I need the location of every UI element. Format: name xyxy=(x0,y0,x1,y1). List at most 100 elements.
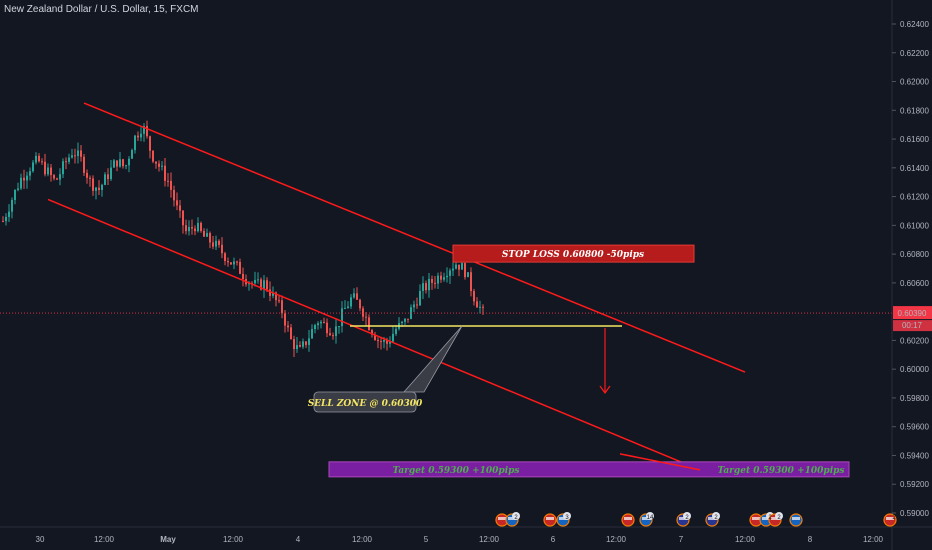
candle-body xyxy=(149,136,151,151)
flag-stripe xyxy=(624,517,632,520)
channel-upper-line[interactable] xyxy=(83,102,746,373)
candle-body xyxy=(413,304,415,308)
event-badge[interactable] xyxy=(556,512,571,527)
time-tick-label: 12:00 xyxy=(863,535,884,544)
candle-body xyxy=(455,264,457,269)
candle-body xyxy=(287,325,289,328)
candle-body xyxy=(440,275,442,280)
candle-body xyxy=(158,163,160,167)
candle-body xyxy=(422,283,424,291)
event-badge[interactable] xyxy=(759,512,774,527)
candle-body xyxy=(119,159,121,167)
candle-body xyxy=(401,321,403,324)
event-badge[interactable] xyxy=(543,513,557,527)
price-tick-label: 0.60600 xyxy=(900,279,929,288)
target-right-label: Target 0.59300 +100pips xyxy=(718,466,845,476)
event-count-label: 3 xyxy=(565,515,569,521)
candle-body xyxy=(38,155,40,162)
candle-body xyxy=(200,222,202,231)
candle-body xyxy=(227,261,229,263)
price-tick-label: 0.61800 xyxy=(900,106,929,115)
candle-body xyxy=(353,293,355,298)
flag-stripe xyxy=(559,517,567,520)
candle-body xyxy=(242,273,244,280)
price-tick-label: 0.59000 xyxy=(900,509,929,518)
candle-body xyxy=(263,280,265,290)
economic-events-row[interactable]: 2 3 14 2 2 2 2 2 xyxy=(495,512,897,527)
candle-body xyxy=(80,150,82,157)
price-tick-label: 0.61600 xyxy=(900,135,929,144)
event-count-bubble xyxy=(646,512,654,520)
channel-lower-line[interactable] xyxy=(47,198,701,471)
candle-body xyxy=(431,278,433,283)
candle-body xyxy=(164,165,166,181)
event-badge[interactable] xyxy=(768,512,783,527)
candle-body xyxy=(29,171,31,176)
event-badge[interactable] xyxy=(705,512,720,527)
candle-body xyxy=(230,262,232,265)
candle-body xyxy=(128,158,130,166)
price-tick-label: 0.61000 xyxy=(900,221,929,230)
candle-body xyxy=(56,178,58,180)
event-badge[interactable] xyxy=(639,512,654,527)
event-badge[interactable] xyxy=(621,513,635,527)
price-axis[interactable]: 0.62400 0.62200 0.62000 0.61800 0.61600 0.614… xyxy=(891,0,932,550)
time-tick-label: 30 xyxy=(36,535,45,544)
chart-title: New Zealand Dollar / U.S. Dollar, 15, FX… xyxy=(4,4,199,15)
event-badge[interactable] xyxy=(505,512,520,527)
countdown-badge xyxy=(893,320,932,332)
candle-body xyxy=(50,167,52,176)
sell-zone-callout[interactable] xyxy=(313,391,417,413)
candle-body xyxy=(176,200,178,206)
candle-body xyxy=(35,155,37,163)
candle-body xyxy=(209,233,211,243)
price-tick-label: 0.59600 xyxy=(900,423,929,432)
candle-body xyxy=(11,199,13,212)
candle-body xyxy=(371,330,373,335)
candle-body xyxy=(416,304,418,306)
candle-body xyxy=(254,280,256,284)
time-tick-label: 12:00 xyxy=(94,535,115,544)
event-badge[interactable] xyxy=(676,512,691,527)
candle-body xyxy=(134,135,136,151)
flag-stripe xyxy=(546,517,554,520)
candle-body xyxy=(338,326,340,328)
candle-body xyxy=(53,175,55,179)
event-badge[interactable] xyxy=(789,513,803,527)
candle-body xyxy=(320,321,322,324)
plot-area[interactable]: STOP LOSS 0.60800 -50pips SELL ZONE @ 0.6… xyxy=(0,102,892,478)
target-box[interactable] xyxy=(328,461,850,478)
candle-body xyxy=(377,340,379,342)
candle-body xyxy=(419,290,421,306)
event-badge[interactable] xyxy=(883,513,897,527)
candle-body xyxy=(197,222,199,232)
sell-zone-label: SELL ZONE @ 0.60300 xyxy=(308,399,423,409)
time-tick-label: 4 xyxy=(296,535,301,544)
price-tick-label: 0.61200 xyxy=(900,193,929,202)
time-tick-label: 12:00 xyxy=(735,535,756,544)
event-count-label: 14 xyxy=(647,515,654,521)
candle-body xyxy=(104,174,106,185)
price-tick-label: 0.60000 xyxy=(900,365,929,374)
candle-body xyxy=(17,188,19,190)
candle-body xyxy=(143,126,145,134)
event-count-bubble xyxy=(563,512,571,520)
time-axis[interactable]: 30 12:00 May 12:00 4 12:00 5 12:00 6 12:00 7 12:00 8… xyxy=(0,526,932,544)
stop-loss-box[interactable] xyxy=(452,244,695,263)
time-tick-label: 8 xyxy=(808,535,813,544)
price-tick-label: 0.59800 xyxy=(900,394,929,403)
channel-lower-line-overlay xyxy=(619,453,701,471)
candle-body xyxy=(311,329,313,339)
flag-stripe xyxy=(792,517,800,520)
candle-body xyxy=(206,233,208,237)
price-tick-label: 0.62200 xyxy=(900,49,929,58)
candle-body xyxy=(125,165,127,167)
price-tick-label: 0.59200 xyxy=(900,480,929,489)
candle-body xyxy=(74,155,76,157)
price-tick-label: 0.60800 xyxy=(900,250,929,259)
event-count-bubble xyxy=(512,512,520,520)
candle-body xyxy=(257,279,259,281)
candle-body xyxy=(137,135,139,138)
candle-body xyxy=(20,177,22,189)
